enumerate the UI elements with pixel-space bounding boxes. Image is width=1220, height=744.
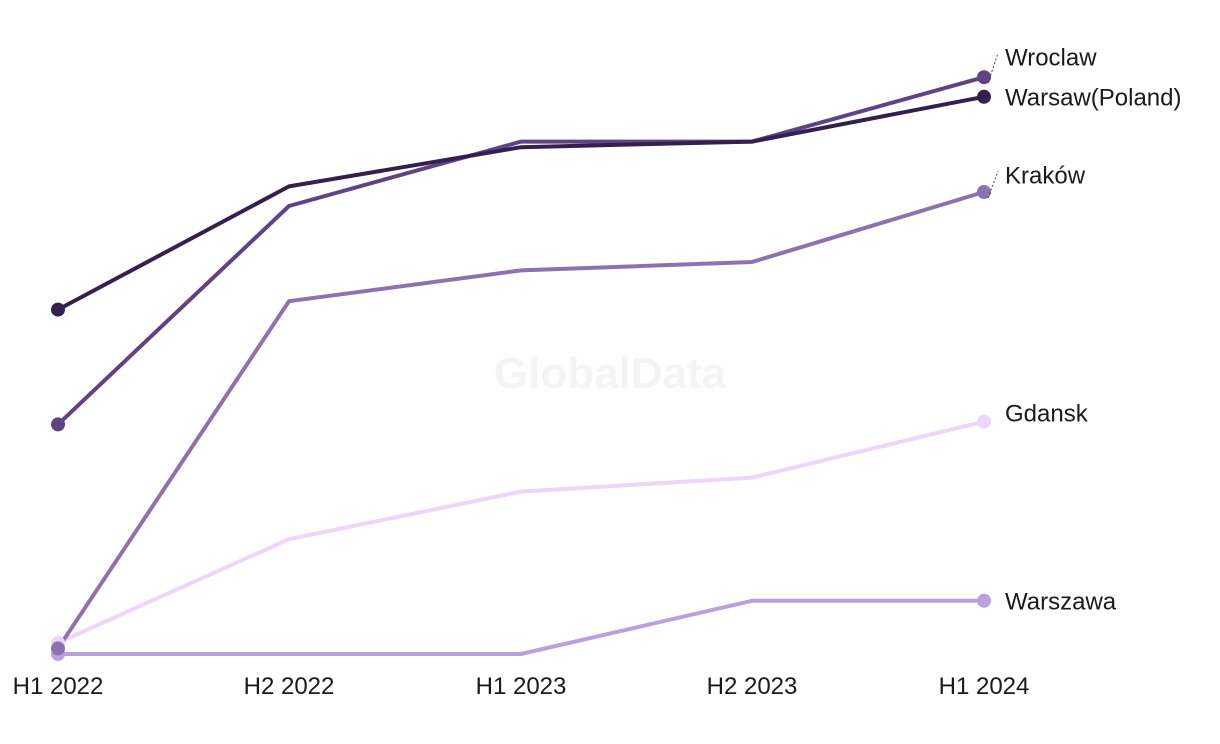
series-labels: Warszawa Gdansk Kraków Wroclaw Warsaw(Poland…: [987, 44, 1182, 615]
watermark: GlobalData: [494, 349, 727, 398]
leader-line-krakow: [987, 170, 999, 199]
series-point-warsaw-poland-h1-2022: [51, 302, 65, 317]
series-label-warszawa: Warszawa: [1005, 588, 1117, 615]
x-axis-ticks: H1 2022 H2 2022 H1 2023 H2 2023 H1 2024: [13, 673, 1030, 700]
x-tick-label-h2-2022: H2 2022: [244, 673, 335, 700]
series-line-warsaw-poland: [56, 94, 986, 312]
x-tick-label-h2-2023: H2 2023: [707, 673, 798, 700]
series-label-wroclaw: Wroclaw: [1005, 44, 1097, 71]
series-point-wroclaw-h1-2024: [977, 70, 991, 85]
x-tick-label-h1-2023: H1 2023: [476, 673, 567, 700]
series-point-wroclaw-h1-2022: [51, 417, 65, 432]
series-point-warsaw-poland-h1-2024: [977, 89, 991, 104]
series-point-krakow-h1-2024: [977, 185, 991, 199]
series-point-gdansk-h1-2024: [977, 414, 991, 429]
series-points: [51, 70, 991, 661]
series-label-gdansk: Gdansk: [1005, 400, 1089, 427]
series-line-warszawa: [56, 598, 986, 656]
series-point-warszawa-h1-2024: [977, 593, 991, 608]
x-tick-label-h1-2022: H1 2022: [13, 673, 104, 700]
series-line-krakow: [56, 190, 986, 651]
series-label-warsaw-poland: Warsaw(Poland): [1005, 84, 1182, 111]
series-line-gdansk: [56, 419, 986, 645]
series-point-krakow-h1-2022: [51, 641, 65, 656]
series-lines: [56, 75, 986, 656]
x-tick-label-h1-2024: H1 2024: [939, 673, 1030, 700]
leader-line-wroclaw: [987, 52, 999, 84]
series-line-wroclaw: [56, 75, 986, 427]
series-label-krakow: Kraków: [1005, 162, 1086, 189]
